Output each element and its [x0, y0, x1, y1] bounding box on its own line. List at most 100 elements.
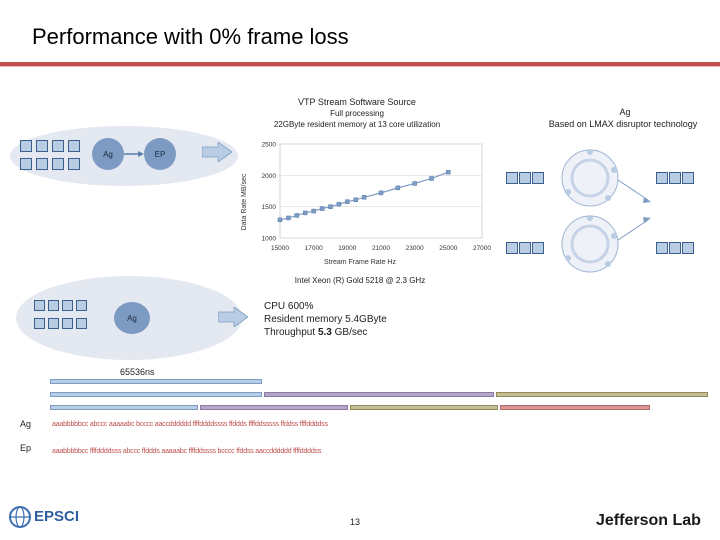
input-cell [506, 242, 518, 254]
y-tick-label: 1500 [262, 204, 277, 211]
buffer-cell [36, 140, 48, 152]
chart-subtitle-2: 22GByte resident memory at 13 core utili… [273, 120, 441, 129]
data-point [319, 206, 325, 211]
data-point [311, 208, 316, 214]
buffer-cell [48, 300, 59, 311]
buffer-cell [20, 158, 32, 170]
buffer-cell [34, 318, 45, 329]
buffer-cell [68, 158, 80, 170]
x-tick-label: 17000 [305, 245, 323, 252]
ring-buffer-icon [561, 149, 651, 273]
aggregator-node: Ag [114, 302, 150, 334]
series-line [279, 171, 449, 221]
buffer-cell [62, 318, 73, 329]
input-cell [519, 172, 531, 184]
output-cell [669, 242, 681, 254]
buffer-cell [62, 300, 73, 311]
epsci-globe-icon [9, 506, 31, 528]
throughput-stat: Throughput 5.3 GB/sec [264, 326, 387, 339]
x-tick-label: 27000 [473, 245, 491, 252]
right-caption-title: Ag [619, 107, 631, 117]
row-ag-label: Ag [20, 419, 32, 429]
right-caption-subtitle: Based on LMAX disruptor technology [548, 119, 698, 129]
input-cell [532, 172, 544, 184]
timeline-bar [50, 392, 262, 397]
data-point [378, 190, 384, 196]
buffer-cell [20, 140, 32, 152]
block-arrow-icon [218, 307, 248, 327]
ep-sequence: aaabbbbbcc ffffddddsss abccc ffddds aaaa… [52, 448, 322, 455]
y-tick-label: 1000 [262, 236, 277, 243]
row-ep-label: Ep [20, 443, 32, 453]
data-point [395, 185, 401, 191]
timeline-bar [500, 405, 650, 410]
data-point [294, 213, 300, 218]
flow-arrow-icon [124, 151, 144, 157]
input-cell [519, 242, 531, 254]
data-point [446, 169, 451, 175]
slide-title: Performance with 0% frame loss [32, 24, 349, 49]
x-tick-label: 23000 [406, 245, 424, 252]
output-cell [682, 172, 694, 184]
cpu-stat: CPU 600% [264, 301, 314, 312]
event-processor-node: EP [144, 138, 176, 170]
data-point [361, 195, 367, 200]
throughput-value: 5.3 [317, 327, 332, 338]
data-point [277, 217, 283, 223]
title-rule [0, 62, 720, 66]
aggregator-node: Ag [92, 138, 124, 170]
chart-title: VTP Stream Software Source [298, 97, 416, 107]
y-tick-label: 2500 [262, 142, 277, 149]
data-point [303, 210, 308, 216]
window-label: 65536ns [120, 367, 155, 377]
buffer-cell [76, 300, 87, 311]
y-tick-label: 2000 [262, 173, 277, 180]
timeline-bar [50, 405, 198, 410]
throughput-suffix: GB/sec [331, 327, 368, 338]
buffer-cell [52, 140, 64, 152]
x-tick-label: 21000 [372, 245, 390, 252]
x-tick-label: 19000 [338, 245, 356, 252]
event-processor-label: EP [154, 149, 166, 159]
x-tick-label: 15000 [271, 245, 289, 252]
chart-xlabel: Stream Frame Rate Hz [324, 259, 396, 266]
data-point [336, 201, 342, 207]
data-point [286, 215, 291, 221]
chart-subtitle-1: Full processing [330, 109, 384, 118]
timeline-bar [50, 379, 262, 384]
input-cell [532, 242, 544, 254]
buffer-cell [76, 318, 87, 329]
cpu-caption: Intel Xeon (R) Gold 5218 @ 2.3 GHz [294, 276, 426, 285]
buffer-cell [68, 140, 80, 152]
block-arrow-icon [202, 142, 232, 162]
buffer-cell [36, 158, 48, 170]
data-point [328, 204, 333, 209]
left-diagram-backdrop [10, 126, 238, 186]
buffer-cell [34, 300, 45, 311]
title-rule-shadow [0, 66, 720, 67]
timeline-bar [200, 405, 348, 410]
output-cell [682, 242, 694, 254]
x-tick-label: 25000 [439, 245, 457, 252]
epsci-wordmark: EPSCI [34, 508, 80, 525]
data-point [345, 199, 350, 204]
performance-stats: CPU 600% Resident memory 5.4GByte Throug… [264, 300, 387, 339]
timeline-bar [350, 405, 498, 410]
output-cell [656, 172, 668, 184]
chart-ylabel: Data Rate MB/sec [241, 173, 248, 230]
data-point [412, 181, 417, 186]
throughput-prefix: Throughput [264, 327, 318, 338]
buffer-cell [48, 318, 59, 329]
input-cell [506, 172, 518, 184]
output-cell [656, 242, 668, 254]
jlab-logo: Jefferson Lab [596, 512, 701, 529]
buffer-cell [52, 158, 64, 170]
data-point [429, 176, 434, 181]
page-number: 13 [350, 517, 361, 527]
output-cell [669, 172, 681, 184]
ag-sequence: aaabbbbbcc abccc aaaaabc bcccc aaccddddd… [52, 421, 328, 428]
timeline-bar [496, 392, 708, 397]
timeline-bar [264, 392, 494, 397]
epsci-logo: EPSCI [8, 503, 88, 531]
memory-stat: Resident memory 5.4GByte [264, 314, 387, 325]
